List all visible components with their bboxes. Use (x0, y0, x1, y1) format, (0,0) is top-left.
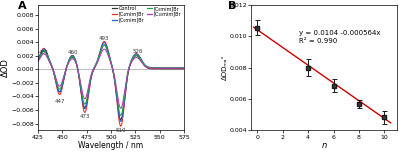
Text: 431: 431 (38, 50, 49, 55)
Text: y = 0.0104 -0.000564x
R² = 0.990: y = 0.0104 -0.000564x R² = 0.990 (299, 30, 381, 44)
X-axis label: n: n (322, 141, 327, 150)
Text: 526: 526 (132, 49, 142, 54)
Text: 493: 493 (99, 36, 109, 41)
Text: A: A (18, 1, 26, 11)
Y-axis label: ΔOD: ΔOD (1, 58, 10, 77)
X-axis label: Wavelength / nm: Wavelength / nm (79, 141, 144, 150)
Text: 510: 510 (115, 128, 126, 133)
Y-axis label: ΔODₘₐˣ: ΔODₘₐˣ (222, 55, 228, 80)
Text: 460: 460 (68, 50, 78, 55)
Text: 447: 447 (54, 99, 65, 104)
Legend: Control, [C₄mim]Br, [C₆mim]Br, [C₈mim]Br, [C₁₀mim]Br: Control, [C₄mim]Br, [C₆mim]Br, [C₈mim]Br… (111, 6, 182, 22)
Text: B: B (228, 1, 236, 11)
Text: 473: 473 (79, 114, 90, 119)
